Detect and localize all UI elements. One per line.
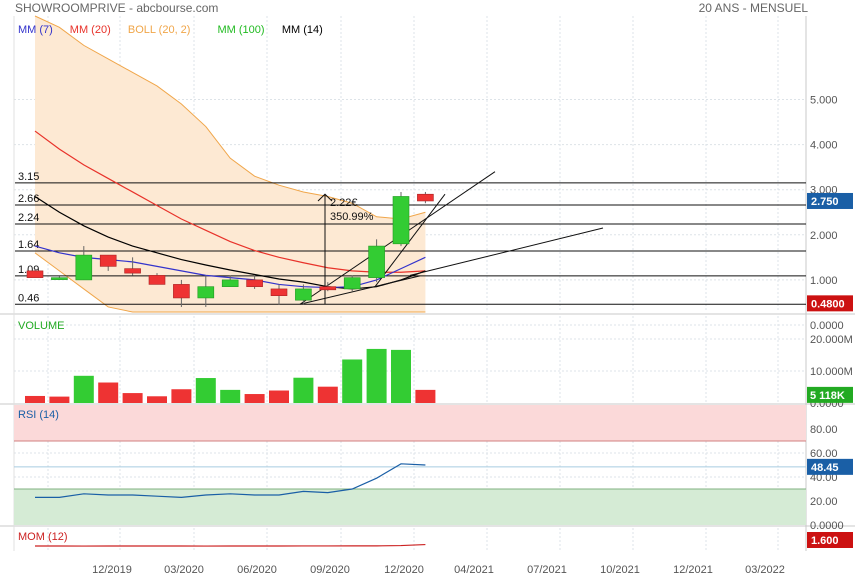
volume-bar: [195, 378, 216, 403]
rsi-line: [35, 463, 426, 499]
volume-badge-label: 5 118K: [810, 390, 845, 402]
volume-panel-title: VOLUME: [18, 320, 64, 332]
price-axis-tick: 1.000: [810, 275, 838, 287]
period-label: 20 ANS - MENSUEL: [698, 1, 808, 15]
candle-body: [246, 279, 263, 287]
candle-body: [51, 277, 68, 280]
x-axis-tick: 12/2019: [92, 564, 132, 576]
legend-entry: BOLL (20, 2): [128, 24, 191, 36]
legend-entry: MM (100): [218, 24, 265, 36]
candle-body: [221, 279, 239, 287]
x-axis-tick: 09/2020: [310, 564, 350, 576]
rsi-panel-title: RSI (14): [18, 409, 59, 421]
rsi-axis-tick: 20.00: [810, 496, 838, 508]
rsi-axis-tick: 40.00: [810, 472, 838, 484]
legend-entry: MM (7): [18, 24, 53, 36]
measure-amount-label: 2.22€: [330, 197, 358, 209]
volume-bar: [342, 359, 363, 403]
volume-bar: [122, 393, 143, 403]
volume-bar: [220, 389, 241, 403]
volume-bar: [147, 396, 167, 403]
candle-body: [99, 254, 117, 267]
trendline: [409, 227, 604, 276]
legend-entry: MM (14): [282, 24, 323, 36]
x-axis-tick: 10/2021: [600, 564, 640, 576]
trendline: [374, 193, 446, 287]
price-level-label: 1.64: [18, 239, 39, 251]
volume-axis-tick: 10.000M: [810, 366, 853, 378]
candle-body: [148, 275, 166, 285]
candle-body: [26, 270, 44, 278]
rsi-oversold-zone: [14, 489, 806, 525]
x-axis-tick: 12/2021: [673, 564, 713, 576]
volume-bar: [293, 377, 314, 403]
price-level-label: 0.46: [18, 292, 39, 304]
legend-entry: MM (20): [70, 24, 111, 36]
volume-bar: [244, 394, 265, 403]
price-axis-tick: 5.000: [810, 95, 838, 107]
measure-percent-label: 350.99%: [330, 211, 374, 223]
bollinger-upper-line: [34, 15, 426, 220]
volume-bar: [49, 396, 70, 403]
candle-body: [270, 288, 288, 296]
x-axis-tick: 06/2020: [237, 564, 277, 576]
rsi-badge-label: 48.45: [811, 462, 839, 474]
candle-body: [392, 196, 410, 245]
price-level-label: 2.24: [18, 212, 39, 224]
rsi-axis-tick: 0.0000: [810, 520, 844, 532]
volume-bar: [269, 390, 289, 403]
price-axis-tick: 4.000: [810, 140, 838, 152]
candle-body: [173, 284, 190, 299]
candle-body: [417, 193, 434, 202]
candle-body: [124, 268, 141, 274]
candle-body: [343, 277, 361, 290]
price-badge: [807, 192, 853, 209]
rsi-badge: [807, 458, 853, 475]
price-badge-label: 0.4800: [811, 298, 845, 310]
x-axis-tick: 03/2022: [745, 564, 785, 576]
price-level-label: 3.15: [18, 171, 39, 183]
candle-body: [197, 286, 215, 299]
x-axis-tick: 03/2020: [164, 564, 204, 576]
mom-badge-label: 1.600: [811, 535, 839, 547]
price-axis-tick: 2.000: [810, 230, 838, 242]
rsi-axis-tick: 60.00: [810, 448, 838, 460]
measure-arrow-head: [317, 193, 333, 202]
volume-axis-tick: 20.000M: [810, 334, 853, 346]
x-axis-tick: 12/2020: [384, 564, 424, 576]
volume-bar: [171, 389, 192, 403]
bollinger-lower-line: [34, 252, 426, 313]
candle-body: [75, 254, 93, 281]
price-badge: [807, 295, 853, 312]
price-level-label: 2.66: [18, 193, 39, 205]
volume-bar: [98, 382, 119, 403]
bollinger-band-fill: [35, 16, 426, 312]
volume-bar: [415, 389, 436, 403]
volume-bar: [391, 349, 411, 403]
mm20-line: [34, 130, 426, 273]
price-badge-label: 2.750: [811, 196, 839, 208]
volume-badge: [807, 386, 853, 403]
mom-panel-title: MOM (12): [18, 531, 68, 543]
volume-bar: [317, 386, 338, 403]
x-axis-tick: 04/2021: [454, 564, 494, 576]
x-axis-tick: 07/2021: [527, 564, 567, 576]
candle-body: [319, 286, 337, 291]
candle-body: [295, 288, 312, 301]
volume-bar: [366, 348, 387, 403]
candle-body: [368, 245, 385, 278]
mom-line: [35, 543, 426, 547]
mom-badge: [807, 532, 853, 548]
trendline: [299, 275, 421, 305]
chart-title: SHOWROOMPRIVE - abcbourse.com: [15, 1, 219, 15]
rsi-axis-tick: 80.00: [810, 424, 838, 436]
volume-bar: [25, 395, 45, 403]
volume-bar: [73, 375, 94, 403]
rsi-overbought-zone: [14, 405, 806, 441]
price-axis-tick: 0.0000: [810, 320, 844, 332]
